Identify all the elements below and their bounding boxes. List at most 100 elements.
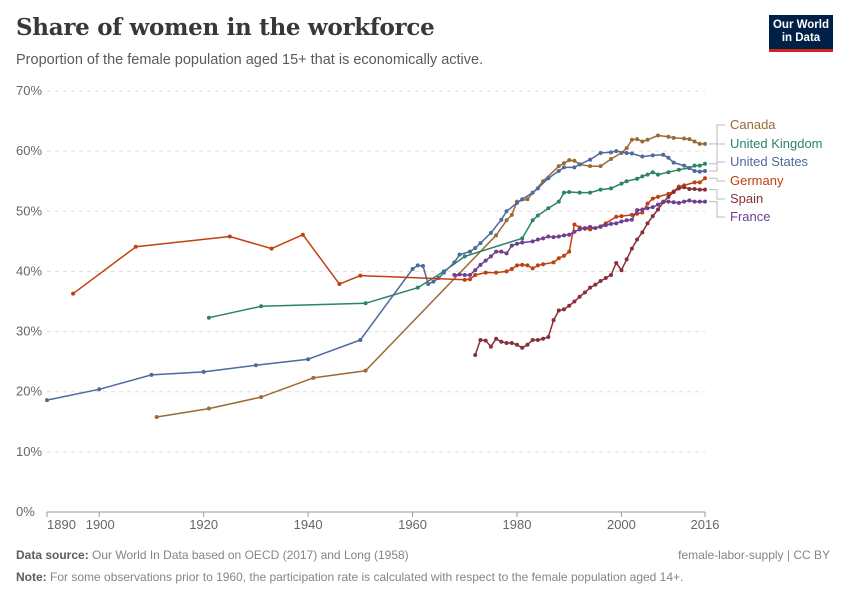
legend-connector <box>709 161 725 172</box>
data-point <box>614 261 619 266</box>
data-point <box>666 134 671 139</box>
data-point <box>300 232 305 237</box>
data-point <box>494 270 499 275</box>
data-point <box>358 273 363 278</box>
data-point <box>483 258 488 263</box>
data-point <box>154 414 159 419</box>
grid <box>47 90 705 453</box>
data-point <box>478 337 483 342</box>
data-point <box>530 190 535 195</box>
data-point <box>624 257 629 262</box>
data-point <box>656 202 660 207</box>
data-point <box>567 158 572 163</box>
data-point <box>650 153 655 158</box>
data-point <box>671 160 676 165</box>
data-point <box>650 214 655 219</box>
data-point <box>441 270 446 275</box>
data-point <box>149 372 154 377</box>
x-tick-label: 1900 <box>86 517 115 532</box>
owid-logo[interactable]: Our World in Data <box>769 15 833 52</box>
legend-label: United States <box>730 154 809 169</box>
data-point <box>640 210 645 215</box>
data-point <box>577 162 582 167</box>
data-point <box>431 279 436 284</box>
data-point <box>410 267 415 272</box>
data-point <box>656 207 660 212</box>
data-point <box>306 357 311 362</box>
data-point <box>499 249 504 254</box>
data-point <box>468 277 472 282</box>
data-point <box>572 158 577 163</box>
data-point <box>478 262 483 267</box>
data-point <box>337 282 342 287</box>
data-point <box>593 226 598 231</box>
data-point <box>687 198 692 203</box>
data-point <box>421 264 425 269</box>
data-point <box>520 197 525 202</box>
data-point <box>525 263 530 268</box>
data-point <box>609 150 613 155</box>
data-point <box>645 221 650 226</box>
data-point <box>551 318 556 323</box>
x-tick-label: 2016 <box>691 517 720 532</box>
data-point <box>588 164 593 169</box>
data-point <box>562 161 566 166</box>
legend-connector <box>709 189 725 200</box>
data-point <box>703 199 707 204</box>
data-point <box>614 149 619 154</box>
data-point <box>535 213 540 218</box>
legend-connector <box>709 124 725 145</box>
data-point <box>509 212 514 217</box>
data-point <box>572 299 577 304</box>
note-label: Note: <box>16 570 47 584</box>
data-point <box>494 249 499 254</box>
data-point <box>588 224 593 229</box>
data-point <box>614 214 619 219</box>
data-point <box>520 262 525 267</box>
x-tick-label: 1940 <box>294 517 323 532</box>
data-point <box>598 150 603 155</box>
data-point <box>488 254 493 259</box>
data-point <box>520 236 525 241</box>
data-point <box>415 263 420 268</box>
data-point <box>697 163 702 168</box>
data-point <box>509 243 514 248</box>
data-point <box>567 190 572 195</box>
data-point <box>457 272 462 277</box>
data-point <box>645 137 650 142</box>
data-point <box>515 200 519 205</box>
data-point <box>588 157 593 162</box>
data-point <box>598 224 603 229</box>
data-point <box>640 174 645 179</box>
data-point <box>515 241 519 246</box>
y-tick-label: 30% <box>16 324 42 339</box>
data-point <box>541 236 546 241</box>
data-point <box>509 340 514 345</box>
data-point <box>676 167 681 172</box>
data-point <box>588 190 593 195</box>
data-point <box>556 234 561 239</box>
data-point <box>520 345 525 350</box>
x-tick-label: 1980 <box>503 517 532 532</box>
data-point <box>551 260 556 265</box>
data-point <box>504 340 509 345</box>
data-point <box>703 141 707 146</box>
legend-connector <box>709 201 725 218</box>
license-link[interactable]: female-labor-supply | CC BY <box>678 548 830 562</box>
y-tick-label: 70% <box>16 83 42 98</box>
series-line <box>208 163 706 319</box>
data-point <box>645 201 650 206</box>
data-point <box>259 395 264 400</box>
data-point <box>227 234 232 239</box>
data-point <box>624 146 629 151</box>
series-germany <box>71 176 707 296</box>
data-point <box>494 336 499 341</box>
data-point <box>640 207 645 212</box>
data-source-label: Data source: <box>16 548 89 562</box>
data-point <box>206 406 211 411</box>
data-point <box>71 291 76 296</box>
data-point <box>697 199 702 204</box>
data-point <box>582 290 587 295</box>
data-point <box>609 186 613 191</box>
data-point <box>473 245 478 250</box>
